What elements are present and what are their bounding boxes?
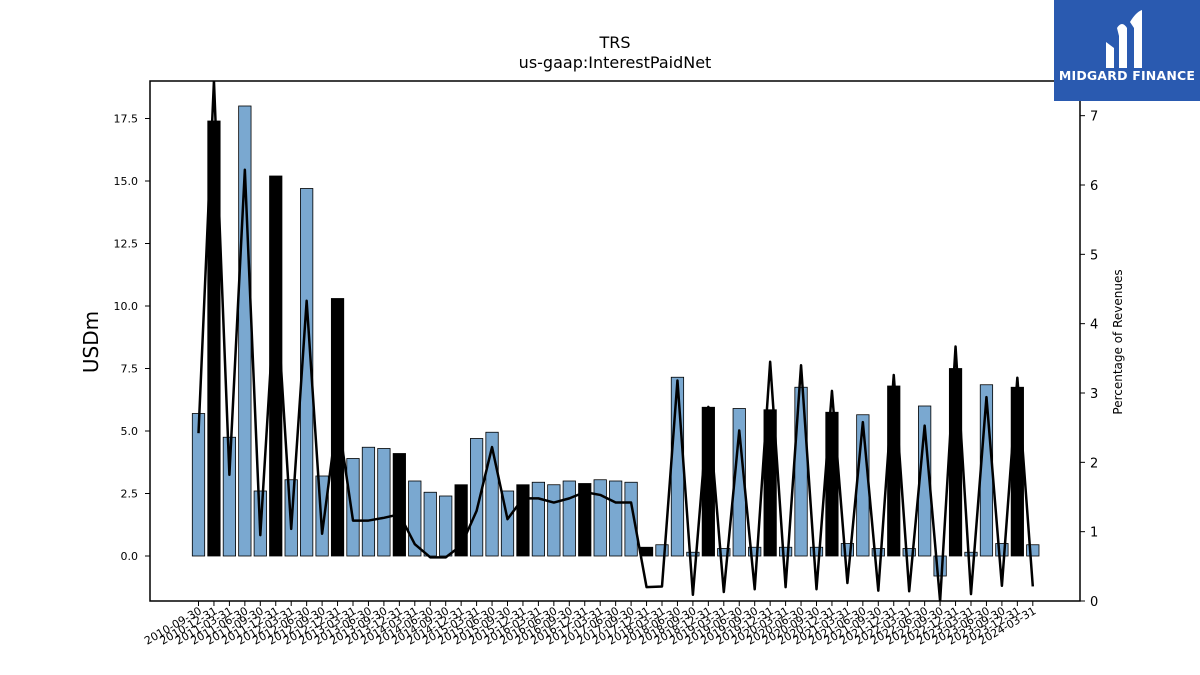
line-group [197, 81, 1035, 601]
bar [531, 481, 546, 557]
bar [207, 120, 221, 557]
bar [763, 409, 777, 557]
y-tick-label: 0.0 [121, 550, 139, 563]
bar [562, 480, 576, 557]
y2-tick-label: 1 [1090, 526, 1098, 541]
bar [624, 481, 638, 557]
bar [655, 544, 669, 557]
plot-frame [149, 80, 1081, 602]
bar [439, 495, 453, 557]
y-tick-label: 7.5 [121, 363, 139, 376]
chart-subtitle: us-gaap:InterestPaidNet [519, 53, 712, 72]
logo-badge: MIDGARD FINANCE [1054, 0, 1200, 101]
bar [423, 491, 437, 557]
bar [191, 413, 206, 557]
bar [361, 446, 376, 557]
bar [887, 385, 901, 557]
bar [856, 414, 870, 557]
bar [639, 546, 654, 557]
y-tick-label: 2.5 [121, 488, 139, 501]
bar [871, 548, 885, 557]
bar [609, 480, 623, 557]
y-tick-label: 15.0 [114, 175, 139, 188]
y2-tick-label: 2 [1090, 456, 1098, 471]
y2-tick-label: 3 [1090, 387, 1098, 402]
bar [377, 448, 391, 557]
bar [1026, 544, 1040, 557]
bar [717, 548, 731, 557]
bar [578, 483, 592, 557]
logo-text: MIDGARD FINANCE [1058, 68, 1196, 83]
bar [300, 188, 314, 557]
bar [809, 546, 824, 557]
bar [547, 484, 561, 557]
bars-group [191, 105, 1040, 577]
logo-icon [1106, 10, 1142, 68]
bar [392, 453, 406, 557]
y2-axis-label: Percentage of Revenues [1111, 269, 1125, 414]
y2-tick-label: 5 [1090, 248, 1098, 263]
y-tick-label: 17.5 [114, 113, 139, 126]
y-axis-label: USDm [79, 311, 103, 373]
chart-title: TRS [598, 33, 630, 52]
bar [469, 438, 484, 557]
bar [748, 546, 762, 557]
bar [346, 458, 360, 557]
x-ticks-group: 2010-09-302010-12-312011-03-312011-06-30… [142, 601, 1038, 648]
bar [330, 298, 345, 557]
bar [964, 551, 978, 557]
bar [222, 436, 236, 557]
y-tick-label: 10.0 [114, 300, 139, 313]
y2-tick-label: 7 [1090, 110, 1098, 125]
bar [902, 548, 916, 557]
y2-tick-label: 4 [1090, 318, 1098, 333]
bar [670, 376, 685, 557]
bar [779, 546, 793, 557]
y-tick-label: 12.5 [114, 238, 139, 251]
series-line [197, 81, 1035, 601]
y2-tick-label: 6 [1090, 179, 1098, 194]
y2-tick-label: 0 [1090, 595, 1098, 610]
bar [701, 406, 715, 557]
bar [686, 551, 700, 557]
bar [593, 479, 607, 557]
y-tick-label: 5.0 [121, 425, 139, 438]
bar [1010, 386, 1024, 557]
y2-ticks-group: 0 1 2 3 4 5 6 7 [1080, 110, 1098, 610]
y-ticks-group: 0.0 2.5 5.0 7.5 10.0 12.5 15.0 17.5 [114, 113, 150, 563]
bar [516, 484, 530, 557]
